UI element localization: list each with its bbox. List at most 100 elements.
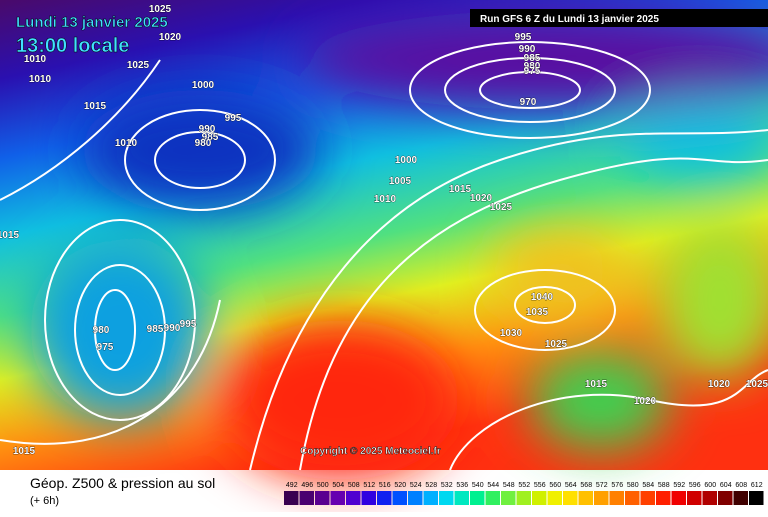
isobar-label: 1025 bbox=[127, 60, 150, 71]
isobar-label: 1010 bbox=[115, 138, 138, 149]
scale-swatch bbox=[377, 491, 392, 505]
scale-swatch bbox=[454, 491, 469, 505]
isobar-label: 980 bbox=[93, 325, 110, 336]
isobar-label: 990 bbox=[164, 323, 181, 334]
scale-swatch bbox=[330, 491, 345, 505]
scale-label: 580 bbox=[627, 482, 639, 489]
isobar-label: 975 bbox=[97, 342, 114, 353]
scale-swatch bbox=[578, 491, 593, 505]
color-scale: 492 496 500 504 508 512 516 520 524 528 532 536 540 5… bbox=[284, 482, 764, 505]
isobar-label: 1015 bbox=[585, 379, 608, 390]
scale-swatch bbox=[299, 491, 314, 505]
scale-swatch bbox=[392, 491, 407, 505]
scale-label: 508 bbox=[348, 482, 360, 489]
footer-step: (+ 6h) bbox=[30, 495, 59, 507]
isobar-label: 1020 bbox=[159, 32, 182, 43]
scale-label: 596 bbox=[689, 482, 701, 489]
scale-label: 496 bbox=[301, 482, 313, 489]
scale-label: 564 bbox=[565, 482, 577, 489]
scale-label: 516 bbox=[379, 482, 391, 489]
isobar-label: 985 bbox=[524, 53, 541, 64]
scale-swatch bbox=[470, 491, 485, 505]
scale-swatch bbox=[361, 491, 376, 505]
isobar-label: 1025 bbox=[545, 339, 568, 350]
time-text: 13:00 locale bbox=[16, 35, 129, 57]
scale-swatch bbox=[749, 491, 764, 505]
isobar-label: 1030 bbox=[500, 328, 523, 339]
isobar-label: 975 bbox=[524, 66, 541, 77]
scale-label: 548 bbox=[503, 482, 515, 489]
date-text: Lundi 13 janvier 2025 bbox=[16, 14, 168, 31]
scale-label: 608 bbox=[735, 482, 747, 489]
scale-label: 568 bbox=[580, 482, 592, 489]
isobar-label: 980 bbox=[195, 138, 212, 149]
run-text: Run GFS 6 Z du Lundi 13 janvier 2025 bbox=[480, 14, 659, 25]
scale-label: 592 bbox=[673, 482, 685, 489]
isobar-label: 1015 bbox=[0, 230, 20, 241]
scale-swatch bbox=[547, 491, 562, 505]
scale-label: 544 bbox=[487, 482, 499, 489]
scale-swatch bbox=[408, 491, 423, 505]
isobar-label: 1010 bbox=[374, 194, 397, 205]
field-blobs bbox=[30, 10, 768, 480]
scale-label: 556 bbox=[534, 482, 546, 489]
scale-label: 504 bbox=[332, 482, 344, 489]
isobar-label: 1020 bbox=[634, 396, 657, 407]
scale-swatch bbox=[284, 491, 299, 505]
scale-swatch bbox=[640, 491, 655, 505]
scale-swatch bbox=[423, 491, 438, 505]
isobar-label: 1015 bbox=[449, 184, 472, 195]
scale-swatch bbox=[656, 491, 671, 505]
scale-label: 560 bbox=[549, 482, 561, 489]
scale-label: 604 bbox=[720, 482, 732, 489]
scale-label: 528 bbox=[425, 482, 437, 489]
scale-label: 552 bbox=[518, 482, 530, 489]
scale-label: 576 bbox=[611, 482, 623, 489]
isobar-label: 980 bbox=[524, 61, 541, 72]
scale-swatch bbox=[501, 491, 516, 505]
scale-swatch bbox=[532, 491, 547, 505]
scale-swatch bbox=[702, 491, 717, 505]
isobar-label: 995 bbox=[515, 32, 532, 43]
scale-label: 536 bbox=[456, 482, 468, 489]
scale-swatch bbox=[516, 491, 531, 505]
isobar-label: 1040 bbox=[531, 292, 554, 303]
scale-swatch bbox=[671, 491, 686, 505]
isobar-label: 1015 bbox=[84, 101, 107, 112]
isobar-label: 1035 bbox=[526, 307, 549, 318]
scale-label: 540 bbox=[472, 482, 484, 489]
isobar-lines bbox=[0, 41, 768, 471]
scale-label: 500 bbox=[317, 482, 329, 489]
scale-label: 572 bbox=[596, 482, 608, 489]
isobar-label: 1010 bbox=[24, 54, 47, 65]
scale-swatch bbox=[687, 491, 702, 505]
scale-label: 584 bbox=[642, 482, 654, 489]
isobar-label: 995 bbox=[225, 113, 242, 124]
isobar-label: 970 bbox=[520, 97, 537, 108]
isobar-label: 1015 bbox=[13, 446, 36, 457]
copyright: Copyright © 2025 Meteociel.fr bbox=[300, 446, 441, 457]
scale-swatch bbox=[609, 491, 624, 505]
scale-label: 492 bbox=[286, 482, 298, 489]
footer-title: Géop. Z500 & pression au sol bbox=[30, 475, 215, 491]
scale-label: 600 bbox=[704, 482, 716, 489]
scale-swatch bbox=[733, 491, 748, 505]
isobar-label: 1000 bbox=[192, 80, 215, 91]
isobar-label: 985 bbox=[147, 324, 164, 335]
scale-label: 588 bbox=[658, 482, 670, 489]
isobar-label: 1025 bbox=[490, 202, 513, 213]
isobar-label: 1010 bbox=[29, 74, 52, 85]
scale-label: 532 bbox=[441, 482, 453, 489]
isobar-label: 995 bbox=[180, 319, 197, 330]
isobar-labels: 1025102010101010102510151000995990985980… bbox=[0, 4, 768, 458]
scale-swatch bbox=[563, 491, 578, 505]
scale-label: 512 bbox=[363, 482, 375, 489]
scale-swatch bbox=[485, 491, 500, 505]
scale-swatch bbox=[625, 491, 640, 505]
scale-swatch bbox=[346, 491, 361, 505]
isobar-label: 1025 bbox=[746, 379, 768, 390]
scale-label: 520 bbox=[394, 482, 406, 489]
isobar-label: 1025 bbox=[149, 4, 172, 15]
